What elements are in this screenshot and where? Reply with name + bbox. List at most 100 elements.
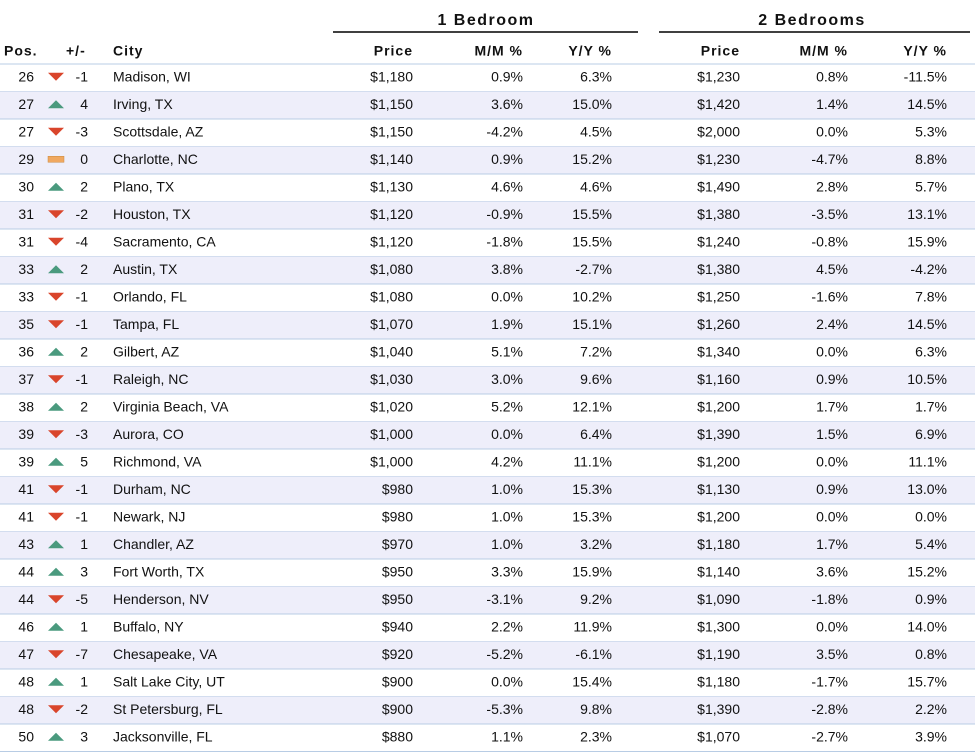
cell: 11.1% [573,453,612,469]
cell: 8.8% [915,151,947,167]
cell: $1,250 [697,288,740,304]
down-arrow [48,210,64,219]
down-arrow [48,595,64,604]
cell: 2.4% [816,316,848,332]
cell: $1,200 [697,508,740,524]
cell: 13.0% [907,481,947,497]
row-band [0,421,975,449]
cell: 48 [18,673,34,689]
cell: $1,160 [697,371,740,387]
cell: 15.9% [907,233,947,249]
cell: $1,300 [697,618,740,634]
down-arrow [48,237,64,246]
cell: -5.2% [486,646,523,662]
cell: -2 [76,701,89,717]
cell: $1,130 [697,481,740,497]
cell: 0.8% [816,68,848,84]
cell: 38 [18,398,34,414]
cell: -1 [76,481,89,497]
cell: $1,260 [697,316,740,332]
cell: $1,490 [697,178,740,194]
cell: $880 [382,728,413,744]
cell: 4.5% [580,123,612,139]
cell: $1,390 [697,426,740,442]
cell: $1,340 [697,343,740,359]
cell: -2.7% [811,728,848,744]
cell: 0.0% [491,426,523,442]
cell: 6.4% [580,426,612,442]
cell: 43 [18,536,34,552]
cell: 0.0% [816,123,848,139]
cell: $1,150 [370,96,413,112]
cell: 5.7% [915,178,947,194]
cell: 27 [18,96,34,112]
cell: Plano, TX [113,178,175,194]
cell: 1.5% [816,426,848,442]
cell: 15.4% [572,673,612,689]
cell: -3 [76,123,89,139]
cell: 5.3% [915,123,947,139]
cell: Orlando, FL [113,288,187,304]
cell: 7.2% [580,343,612,359]
down-arrow [48,127,64,136]
cell: Austin, TX [113,261,178,277]
cell: $1,120 [370,206,413,222]
cell: 0.9% [491,68,523,84]
cell: Aurora, CO [113,426,184,442]
down-arrow [48,512,64,521]
down-arrow [48,375,64,384]
cell: 0.0% [915,508,947,524]
cell: Sacramento, CA [113,233,216,249]
cell: 3.6% [491,96,523,112]
cell: 0.0% [816,508,848,524]
cell: 15.9% [572,563,612,579]
cell: 15.0% [572,96,612,112]
up-arrow [48,265,64,274]
cell: 11.1% [908,453,947,469]
cell: $1,120 [370,233,413,249]
row-band [0,696,975,724]
row-band [0,531,975,559]
cell: 33 [18,288,34,304]
cell: 4.5% [816,261,848,277]
row-band [0,256,975,284]
down-arrow [48,650,64,659]
cell: -6.1% [575,646,612,662]
cell: Newark, NJ [113,508,185,524]
cell: Charlotte, NC [113,151,198,167]
cell: 15.3% [572,481,612,497]
cell: $1,230 [697,151,740,167]
column-header: M/M % [474,43,523,59]
cell: $1,140 [370,151,413,167]
cell: 5.4% [915,536,947,552]
cell: -3.1% [486,591,523,607]
cell: 15.7% [907,673,947,689]
cell: 14.5% [907,316,947,332]
group-header: 2 Bedrooms [758,12,865,29]
cell: Raleigh, NC [113,371,188,387]
cell: 35 [18,316,34,332]
cell: 44 [18,591,34,607]
cell: 15.1% [572,316,612,332]
cell: $1,390 [697,701,740,717]
down-arrow [48,292,64,301]
cell: 3.0% [491,371,523,387]
cell: 1 [80,673,88,689]
cell: $1,240 [697,233,740,249]
cell: 0.0% [491,288,523,304]
up-arrow [48,347,64,356]
cell: $1,070 [370,316,413,332]
cell: 1.4% [816,96,848,112]
cell: 1.7% [816,536,848,552]
cell: $1,000 [370,453,413,469]
up-arrow [48,622,64,631]
cell: 1.7% [915,398,947,414]
cell: $950 [382,563,413,579]
cell: $1,200 [697,398,740,414]
cell: 4.2% [491,453,523,469]
cell: St Petersburg, FL [113,701,223,717]
up-arrow [48,677,64,686]
cell: -5 [76,591,89,607]
cell: 5 [80,453,88,469]
no-change [47,156,65,163]
